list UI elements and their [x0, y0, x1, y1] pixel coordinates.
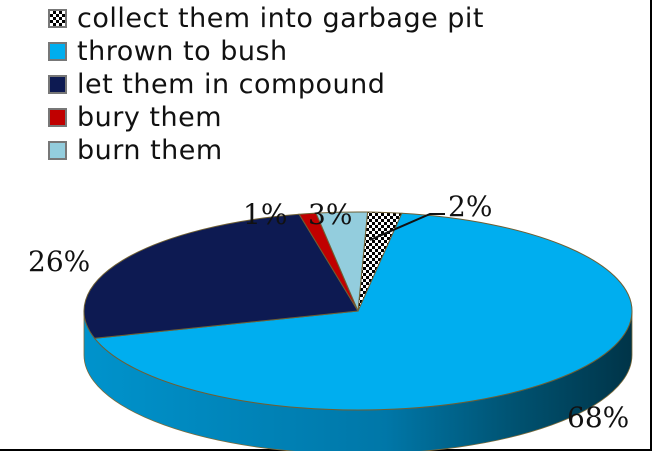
legend-label-burn: burn them	[77, 135, 223, 166]
legend-label-bury: bury them	[77, 102, 223, 133]
legend-item-garbage-pit: collect them into garbage pit	[48, 2, 484, 35]
pie-slice-burn-them	[315, 211, 369, 312]
legend-label-garbage-pit: collect them into garbage pit	[77, 3, 485, 34]
pie-slices	[83, 211, 633, 411]
leader-line-collect-them-into-garbage-pit	[369, 213, 445, 241]
legend-item-bury: bury them	[48, 101, 484, 134]
legend-swatch-thrown-to-bush	[48, 42, 67, 61]
legend-swatch-garbage-pit	[48, 9, 67, 28]
legend-label-thrown-to-bush: thrown to bush	[77, 36, 288, 67]
legend-item-burn: burn them	[48, 134, 484, 167]
pie-slice-let-them-in-compound	[83, 213, 359, 339]
data-label-bury-them: 1%	[243, 198, 287, 231]
legend-swatch-compound	[48, 75, 67, 94]
data-label-thrown-to-bush: 68%	[567, 401, 629, 434]
data-label-collect-them-into-garbage-pit: 2%	[448, 190, 492, 223]
pie-data-labels: 2% 68% 26% 1% 3%	[28, 190, 629, 434]
legend-swatch-bury	[48, 108, 67, 127]
legend-swatch-burn	[48, 141, 67, 160]
legend-item-thrown-to-bush: thrown to bush	[48, 35, 484, 68]
chart-legend: collect them into garbage pit thrown to …	[48, 2, 484, 167]
legend-label-compound: let them in compound	[77, 69, 386, 100]
data-label-let-them-in-compound: 26%	[28, 245, 90, 278]
legend-item-compound: let them in compound	[48, 68, 484, 101]
data-label-burn-them: 3%	[308, 198, 352, 231]
pie-slice-thrown-to-bush	[93, 212, 633, 411]
pie-leader-lines	[369, 213, 445, 241]
